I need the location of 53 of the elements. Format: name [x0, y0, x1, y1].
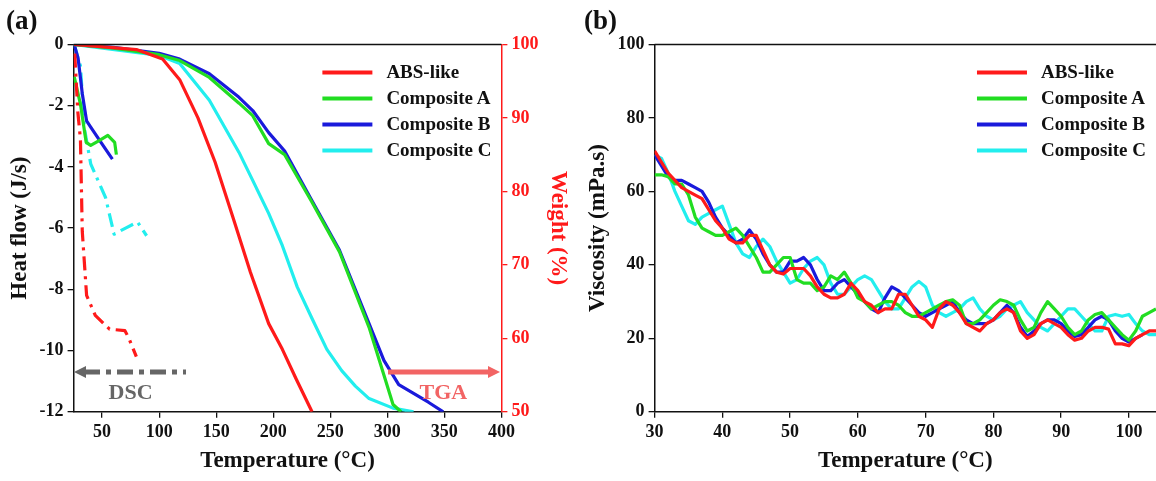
y2-tick-label: 70	[511, 253, 530, 274]
x-tick-label: 60	[848, 421, 867, 442]
chart-title: (a)	[6, 5, 38, 36]
y-tick-label: -6	[48, 216, 64, 237]
x-tick-label: 300	[373, 421, 401, 442]
y-tick-label: 20	[626, 326, 645, 347]
y2-tick-label: 50	[511, 400, 530, 421]
y-axis-title: Viscosity (mPa.s)	[583, 144, 609, 312]
x-tick-label: 70	[916, 421, 935, 442]
y-tick-label: -12	[39, 400, 64, 421]
x-tick-label: 50	[93, 421, 112, 442]
x-tick-label: 30	[645, 421, 664, 442]
x-tick-label: 100	[145, 421, 173, 442]
y2-tick-label: 100	[511, 33, 539, 54]
y-tick-label: 60	[626, 180, 645, 201]
x-tick-label: 40	[713, 421, 732, 442]
y-tick-label: -4	[48, 155, 64, 176]
legend-label: Composite C	[386, 139, 492, 161]
chart-title: (b)	[584, 5, 617, 36]
y2-axis-title: Weight (%)	[547, 170, 573, 286]
y2-tick-label: 60	[511, 326, 530, 347]
y-tick-label: -10	[39, 339, 64, 360]
y-tick-label: -8	[48, 277, 64, 298]
x-tick-label: 50	[781, 421, 800, 442]
legend-label: ABS-like	[386, 61, 460, 83]
y-axis-title: Heat flow (J/s)	[5, 156, 31, 300]
line-series	[73, 51, 138, 359]
annotation: TGA	[419, 379, 468, 405]
legend-label: Composite B	[1040, 113, 1146, 135]
y2-tick-label: 80	[511, 180, 530, 201]
y2-tick-label: 90	[511, 106, 530, 127]
legend-label: Composite C	[1040, 139, 1147, 161]
x-tick-label: 400	[487, 421, 515, 442]
x-axis-title: Temperature (°C)	[200, 447, 375, 473]
y-tick-label: -2	[48, 94, 64, 115]
y-tick-label: 100	[617, 33, 645, 54]
y-tick-label: 80	[626, 106, 645, 127]
legend-label: Composite A	[386, 87, 491, 109]
x-tick-label: 200	[259, 421, 287, 442]
y-tick-label: 40	[626, 253, 645, 274]
legend-label: Composite B	[386, 113, 491, 135]
legend-label: Composite A	[1040, 87, 1146, 109]
x-tick-label: 90	[1052, 421, 1071, 442]
annotation: DSC	[108, 379, 153, 405]
y-tick-label: 0	[635, 400, 645, 421]
x-tick-label: 250	[316, 421, 344, 442]
legend-label: ABS-like	[1040, 61, 1114, 83]
x-tick-label: 150	[202, 421, 230, 442]
x-axis-title: Temperature (°C)	[817, 447, 993, 473]
x-tick-label: 80	[984, 421, 1003, 442]
x-tick-label: 350	[430, 421, 458, 442]
y-tick-label: 0	[54, 33, 64, 54]
x-tick-label: 100	[1115, 421, 1143, 442]
